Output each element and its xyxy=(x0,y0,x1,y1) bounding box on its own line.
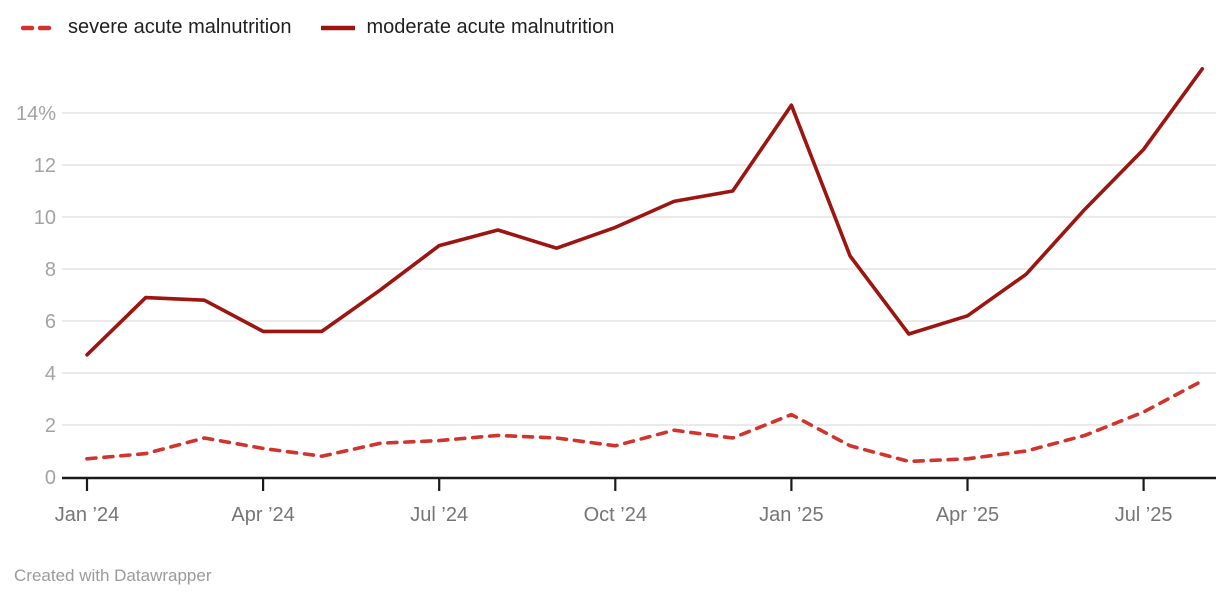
y-axis-label-8: 8 xyxy=(45,259,56,281)
y-axis-label-0: 0 xyxy=(45,467,56,489)
series-line-severe-acute-malnutrition xyxy=(85,379,1205,464)
solid-line-swatch-icon xyxy=(321,25,356,30)
x-axis-label: Oct ’24 xyxy=(584,504,647,526)
dashed-line-swatch-icon xyxy=(21,25,59,30)
y-axis-label-14: 14% xyxy=(16,103,56,125)
attribution-text: Created with Datawrapper xyxy=(14,566,212,585)
y-axis-label-12: 12 xyxy=(34,155,56,177)
y-axis-label-4: 4 xyxy=(45,363,56,385)
legend-item-severe-acute-malnutrition: severe acute malnutrition xyxy=(21,16,291,39)
chart-legend: severe acute malnutrition moderate acute… xyxy=(21,16,614,39)
x-axis-label: Jul ’25 xyxy=(1115,504,1173,526)
legend-item-moderate-acute-malnutrition: moderate acute malnutrition xyxy=(319,16,614,39)
x-axis-label: Apr ’24 xyxy=(231,504,294,526)
x-axis-label: Jan ’24 xyxy=(55,504,120,526)
y-axis-label-6: 6 xyxy=(45,311,56,333)
x-axis-label: Apr ’25 xyxy=(936,504,999,526)
legend-label-severe: severe acute malnutrition xyxy=(68,16,292,38)
y-axis-label-10: 10 xyxy=(34,207,56,229)
y-axis-label-2: 2 xyxy=(45,415,56,437)
legend-label-moderate: moderate acute malnutrition xyxy=(366,16,615,38)
x-axis-label: Jan ’25 xyxy=(759,504,824,526)
series-line-moderate-acute-malnutrition xyxy=(85,67,1205,357)
x-axis-label: Jul ’24 xyxy=(410,504,468,526)
